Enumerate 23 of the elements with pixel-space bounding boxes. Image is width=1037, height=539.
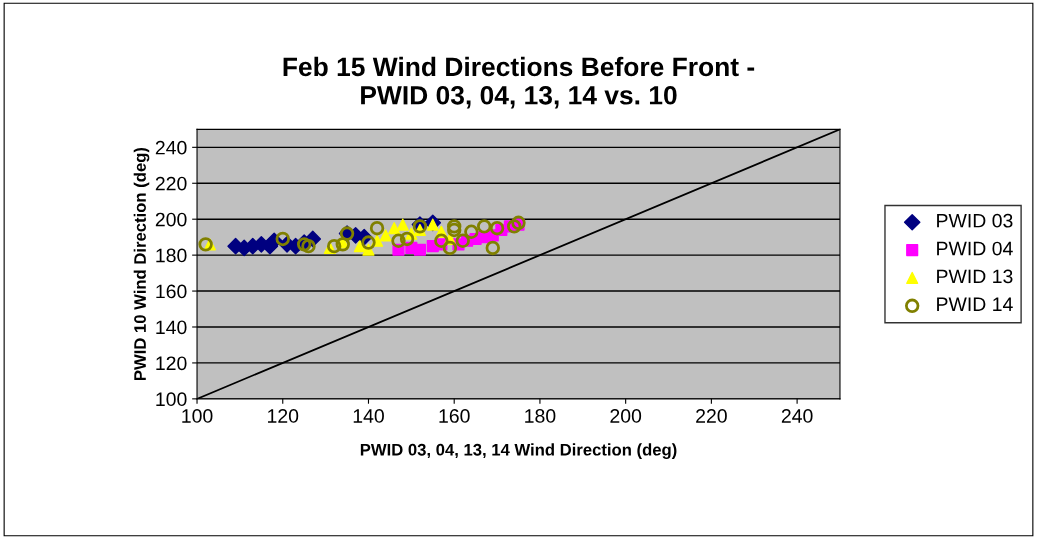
y-tick-label: 140 <box>156 320 187 335</box>
x-tick-label: 160 <box>439 409 470 423</box>
x-axis-title: PWID 03, 04, 13, 14 Wind Direction (deg) <box>360 443 677 459</box>
y-tick-label: 200 <box>155 212 187 227</box>
legend-label: PWID 04 <box>937 241 1013 256</box>
x-tick-label: 120 <box>268 409 299 423</box>
legend-label: PWID 14 <box>937 297 1013 311</box>
x-tick-label: 180 <box>525 409 556 423</box>
legend-label: PWID 03 <box>937 213 1013 228</box>
y-tick-label: 120 <box>156 356 187 371</box>
x-tick-label: 200 <box>610 409 642 423</box>
x-tick-label: 240 <box>781 409 813 423</box>
y-tick-label: 220 <box>155 176 187 191</box>
y-tick-label: 160 <box>156 284 187 299</box>
x-tick-label: 100 <box>182 409 213 423</box>
chart-title: Feb 15 Wind Directions Before Front - PWID 03, 04, 13, 14 vs. 10 <box>283 56 755 109</box>
x-tick-label: 220 <box>696 409 727 423</box>
y-tick-label: 100 <box>156 392 187 407</box>
y-tick-label: 240 <box>155 140 187 155</box>
y-tick-label: 180 <box>156 248 187 263</box>
legend-label: PWID 13 <box>937 269 1013 284</box>
x-tick-label: 140 <box>353 409 384 423</box>
y-axis-title: PWID 10 Wind Direction (deg) <box>133 147 150 381</box>
